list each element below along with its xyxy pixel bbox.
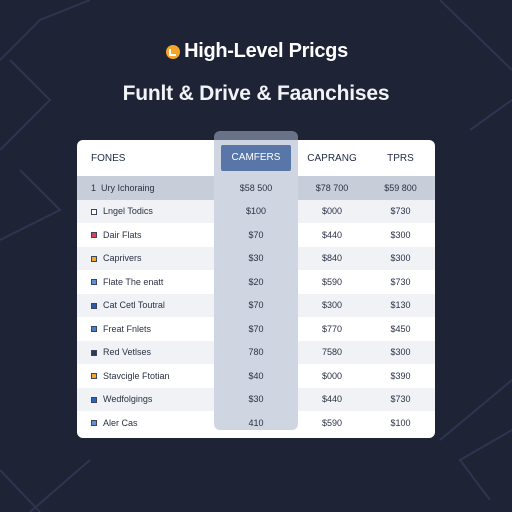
row-label: Aler Cas bbox=[103, 417, 138, 428]
row-label-cell: Cat Cetl Toutral bbox=[77, 293, 214, 317]
row-value-featured: $70 bbox=[248, 229, 264, 240]
row-value-tprs: $730 bbox=[366, 387, 435, 411]
row-value-tprs: $300 bbox=[366, 340, 435, 364]
row-value-featured: $30 bbox=[248, 394, 264, 405]
row-value-caprang: $590 bbox=[321, 276, 343, 287]
row-color-chip-icon bbox=[91, 349, 97, 356]
pricing-table: FONES CAMFERS CAPRANG TPRS 1 Ury Ichorai… bbox=[77, 140, 435, 435]
group-value-featured: $58 500 bbox=[239, 182, 273, 193]
group-label: Ury Ichoraing bbox=[101, 182, 155, 193]
row-label-cell: Freat Fnlets bbox=[77, 317, 214, 341]
row-value-tprs: $130 bbox=[366, 293, 435, 317]
featured-plan-button[interactable]: CAMFERS bbox=[221, 145, 291, 171]
brand-header: High-Level Pricgs bbox=[0, 40, 512, 63]
row-label: Dair Flats bbox=[103, 229, 142, 240]
featured-column-highlight bbox=[214, 131, 298, 430]
row-color-chip-icon bbox=[91, 255, 97, 262]
row-label: Red Vetlses bbox=[103, 347, 152, 358]
row-color-chip-icon bbox=[91, 208, 97, 215]
row-value-tprs: $450 bbox=[390, 323, 411, 334]
row-value-featured: $40 bbox=[248, 370, 264, 381]
page-subtitle: Funlt & Drive & Faanchises bbox=[122, 82, 390, 105]
table-row: Lngel Todics $100 $000 $730 bbox=[77, 199, 435, 223]
row-value-caprang: $000 bbox=[321, 370, 343, 381]
row-label: Flate The enatt bbox=[103, 276, 164, 287]
row-label-cell: Lngel Todics bbox=[77, 199, 214, 223]
column-header-tprs: TPRS bbox=[387, 152, 414, 164]
table-row: Aler Cas 410 $590 $100 bbox=[77, 411, 435, 435]
row-value-tprs: $730 bbox=[366, 199, 435, 223]
row-value-featured: $100 bbox=[245, 206, 267, 217]
row-value-featured: 410 bbox=[248, 417, 264, 428]
row-value-caprang: 7580 bbox=[298, 340, 366, 364]
row-color-chip-icon bbox=[91, 420, 97, 427]
row-label: Cat Cetl Toutral bbox=[103, 300, 165, 311]
row-value-caprang: $840 bbox=[298, 246, 366, 270]
row-label: Wedfolgings bbox=[103, 394, 153, 405]
row-label-cell: Dair Flats bbox=[77, 223, 214, 247]
row-value-caprang: $590 bbox=[321, 417, 343, 428]
row-color-chip-icon bbox=[91, 302, 97, 309]
row-label: Freat Fnlets bbox=[103, 323, 152, 334]
row-value-tprs: $100 bbox=[390, 417, 411, 428]
brand-logo-icon bbox=[166, 44, 181, 59]
table-row: Caprivers $30 $840 $300 bbox=[77, 246, 435, 270]
row-value-tprs: $390 bbox=[390, 370, 411, 381]
row-label-cell: Flate The enatt bbox=[77, 270, 214, 294]
row-color-chip-icon bbox=[91, 373, 97, 380]
table-row: Wedfolgings $30 $440 $730 bbox=[77, 387, 435, 411]
row-value-tprs: $300 bbox=[366, 246, 435, 270]
table-row: Cat Cetl Toutral $70 $300 $130 bbox=[77, 293, 435, 317]
row-value-caprang: $440 bbox=[298, 387, 366, 411]
row-label-cell: Red Vetlses bbox=[77, 340, 214, 364]
row-value-tprs: $300 bbox=[390, 229, 411, 240]
row-label: Stavcigle Ftotian bbox=[103, 370, 170, 381]
table-row: Flate The enatt $20 $590 $730 bbox=[77, 270, 435, 294]
row-value-caprang: $440 bbox=[321, 229, 343, 240]
row-value-caprang: $300 bbox=[298, 293, 366, 317]
group-marker: 1 bbox=[91, 182, 97, 193]
row-value-featured: $70 bbox=[248, 300, 264, 311]
row-color-chip-icon bbox=[91, 232, 97, 239]
group-value-tprs: $59 800 bbox=[366, 176, 435, 200]
group-row: 1 Ury Ichoraing $58 500 $78 700 $59 800 bbox=[77, 176, 435, 200]
column-header-featured[interactable]: CAMFERS bbox=[214, 140, 298, 176]
row-color-chip-icon bbox=[91, 279, 97, 286]
row-value-featured: $20 bbox=[248, 276, 264, 287]
row-label: Caprivers bbox=[103, 253, 142, 264]
row-label: Lngel Todics bbox=[103, 206, 153, 217]
row-label-cell: Caprivers bbox=[77, 246, 214, 270]
row-value-caprang: $000 bbox=[298, 199, 366, 223]
row-label-cell: Stavcigle Ftotian bbox=[77, 364, 214, 388]
column-header-fones: FONES bbox=[91, 152, 126, 164]
row-value-tprs: $730 bbox=[390, 276, 411, 287]
row-value-caprang: $770 bbox=[321, 323, 343, 334]
row-color-chip-icon bbox=[91, 396, 97, 403]
table-header-row: FONES CAMFERS CAPRANG TPRS bbox=[77, 140, 435, 176]
table-row: Stavcigle Ftotian $40 $000 $390 bbox=[77, 364, 435, 388]
row-value-featured: $30 bbox=[248, 253, 264, 264]
row-label-cell: Wedfolgings bbox=[77, 387, 214, 411]
row-value-featured: 780 bbox=[248, 347, 264, 358]
row-color-chip-icon bbox=[91, 326, 97, 333]
row-label-cell: Aler Cas bbox=[77, 411, 214, 435]
column-header-caprang: CAPRANG bbox=[307, 152, 357, 164]
row-value-featured: $70 bbox=[248, 323, 264, 334]
table-row: Dair Flats $70 $440 $300 bbox=[77, 223, 435, 247]
table-row: Red Vetlses 780 7580 $300 bbox=[77, 340, 435, 364]
group-label-cell: 1 Ury Ichoraing bbox=[77, 176, 214, 200]
group-value-caprang: $78 700 bbox=[298, 176, 366, 200]
brand-title: High-Level Pricgs bbox=[184, 40, 348, 62]
table-row: Freat Fnlets $70 $770 $450 bbox=[77, 317, 435, 341]
